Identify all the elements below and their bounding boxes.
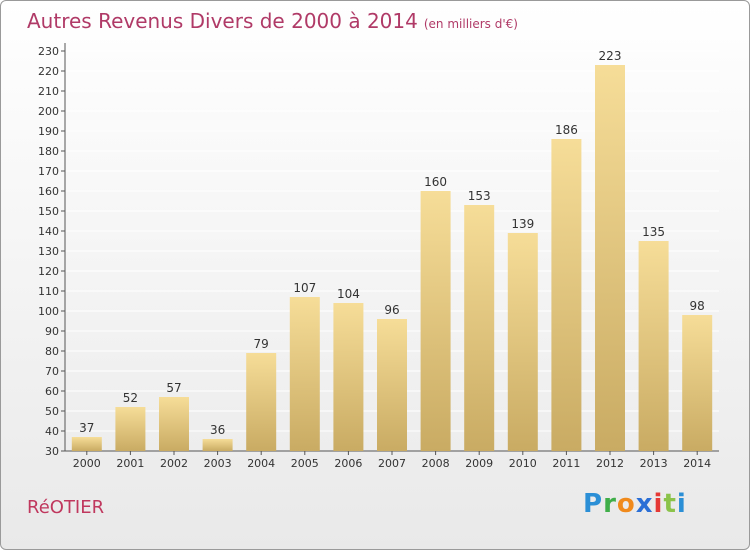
chart-title: Autres Revenus Divers de 2000 à 2014 (en … bbox=[27, 9, 518, 33]
bar bbox=[420, 191, 451, 451]
bar-value-label: 52 bbox=[123, 391, 138, 405]
bar bbox=[71, 437, 102, 451]
bar-value-label: 36 bbox=[210, 423, 225, 437]
bar bbox=[638, 241, 669, 451]
x-tick-label: 2010 bbox=[509, 457, 537, 470]
x-tick-label: 2002 bbox=[160, 457, 188, 470]
bar-value-label: 135 bbox=[642, 225, 665, 239]
y-tick-label: 30 bbox=[45, 445, 59, 458]
proxiti-logo: Proxiti bbox=[583, 489, 687, 519]
x-tick-label: 2000 bbox=[73, 457, 101, 470]
y-tick-label: 160 bbox=[38, 185, 59, 198]
chart-unit-label: (en milliers d'€) bbox=[423, 17, 518, 31]
y-tick-label: 60 bbox=[45, 385, 59, 398]
x-tick-label: 2005 bbox=[291, 457, 319, 470]
bar-value-label: 107 bbox=[293, 281, 316, 295]
y-tick-label: 100 bbox=[38, 305, 59, 318]
bar-value-label: 79 bbox=[254, 337, 269, 351]
bar bbox=[159, 397, 189, 451]
y-tick-label: 90 bbox=[45, 325, 59, 338]
y-tick-label: 70 bbox=[45, 365, 59, 378]
bar bbox=[333, 303, 364, 451]
x-tick-label: 2008 bbox=[422, 457, 450, 470]
y-tick-label: 110 bbox=[38, 285, 59, 298]
bar bbox=[289, 297, 320, 451]
bar bbox=[377, 319, 407, 451]
y-tick-label: 180 bbox=[38, 145, 59, 158]
bar bbox=[507, 233, 538, 451]
x-tick-label: 2011 bbox=[552, 457, 580, 470]
bar bbox=[115, 407, 146, 451]
y-tick-label: 80 bbox=[45, 345, 59, 358]
x-tick-label: 2001 bbox=[116, 457, 144, 470]
x-tick-label: 2006 bbox=[334, 457, 362, 470]
x-tick-label: 2013 bbox=[640, 457, 668, 470]
x-tick-label: 2012 bbox=[596, 457, 624, 470]
y-tick-label: 130 bbox=[38, 245, 59, 258]
bar-value-label: 37 bbox=[79, 421, 94, 435]
bar bbox=[246, 353, 277, 451]
x-tick-label: 2003 bbox=[204, 457, 232, 470]
y-tick-label: 120 bbox=[38, 265, 59, 278]
y-tick-label: 40 bbox=[45, 425, 59, 438]
y-tick-label: 140 bbox=[38, 225, 59, 238]
bar-value-label: 186 bbox=[555, 123, 578, 137]
x-tick-label: 2004 bbox=[247, 457, 275, 470]
bar-value-label: 104 bbox=[337, 287, 360, 301]
town-name: RéOTIER bbox=[27, 497, 105, 518]
y-tick-label: 190 bbox=[38, 125, 59, 138]
bar-value-label: 223 bbox=[599, 49, 622, 63]
bar-value-label: 160 bbox=[424, 175, 447, 189]
y-tick-label: 210 bbox=[38, 85, 59, 98]
x-tick-label: 2009 bbox=[465, 457, 493, 470]
y-tick-label: 150 bbox=[38, 205, 59, 218]
bar-value-label: 57 bbox=[166, 381, 181, 395]
y-tick-label: 200 bbox=[38, 105, 59, 118]
bar-value-label: 96 bbox=[384, 303, 399, 317]
chart-title-text: Autres Revenus Divers de 2000 à 2014 bbox=[27, 9, 418, 33]
bar-value-label: 153 bbox=[468, 189, 491, 203]
x-tick-label: 2014 bbox=[683, 457, 711, 470]
y-tick-label: 220 bbox=[38, 65, 59, 78]
bar bbox=[464, 205, 495, 451]
bar bbox=[682, 315, 713, 451]
bar bbox=[202, 439, 233, 451]
bar-value-label: 139 bbox=[511, 217, 534, 231]
y-tick-label: 230 bbox=[38, 45, 59, 58]
bar bbox=[551, 139, 582, 451]
bar bbox=[595, 65, 625, 451]
x-tick-label: 2007 bbox=[378, 457, 406, 470]
y-tick-label: 50 bbox=[45, 405, 59, 418]
y-tick-label: 170 bbox=[38, 165, 59, 178]
bar-value-label: 98 bbox=[690, 299, 705, 313]
